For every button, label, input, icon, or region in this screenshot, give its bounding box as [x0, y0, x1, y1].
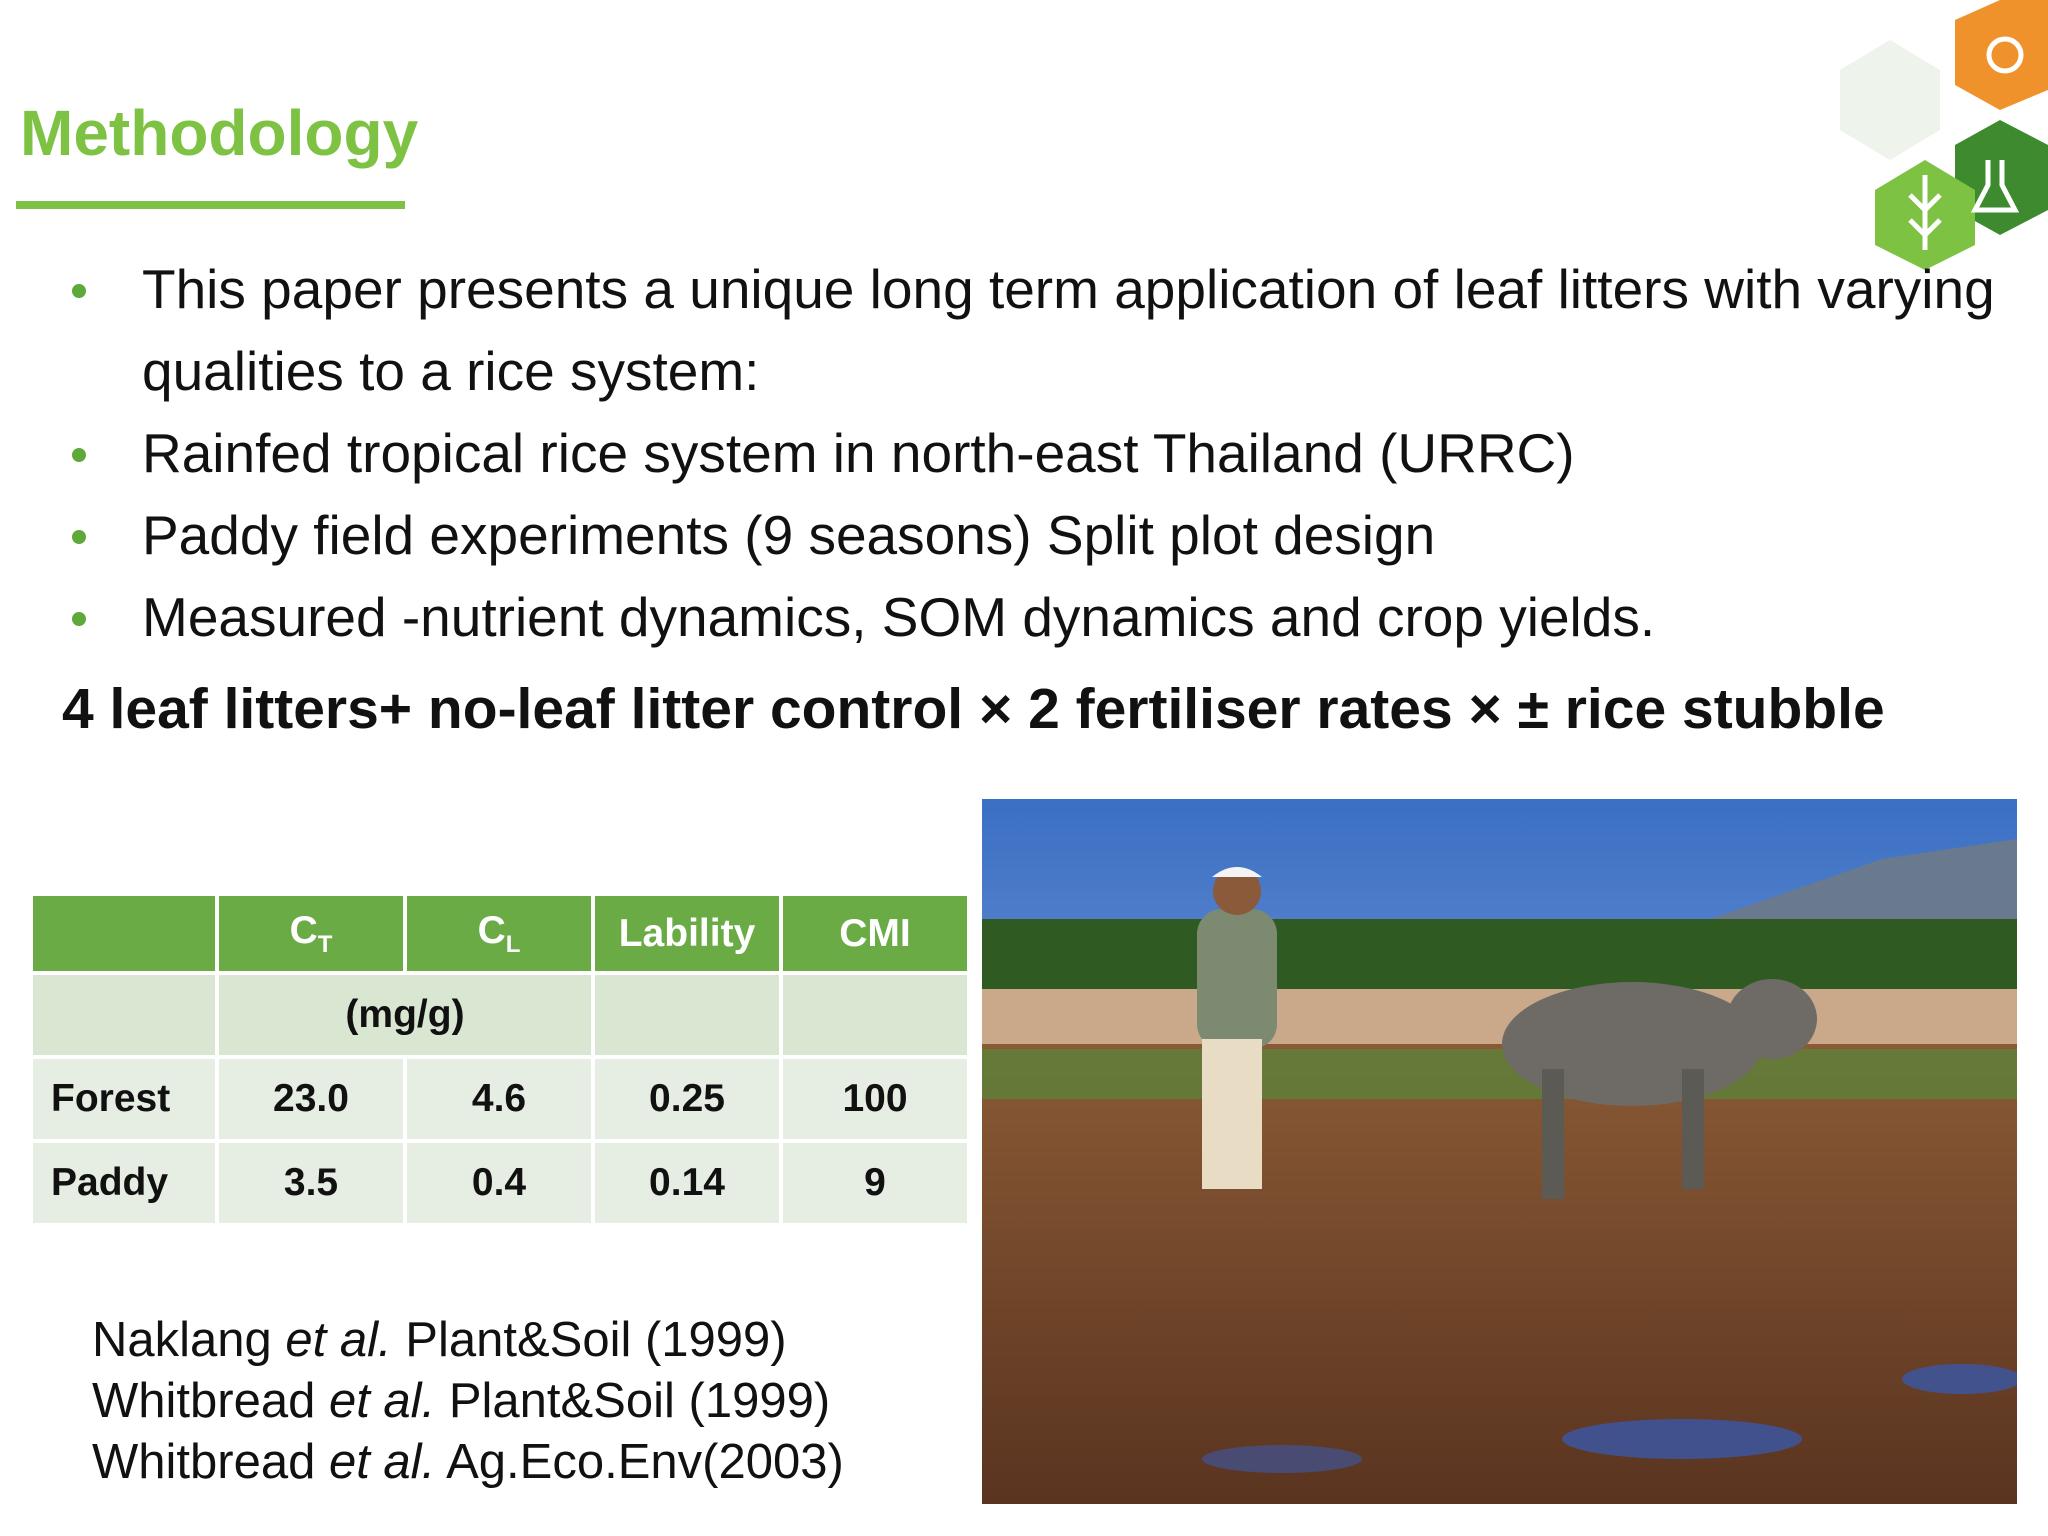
reference: Whitbread et al. Plant&Soil (1999) [92, 1371, 844, 1432]
unit-cell: (mg/g) [215, 971, 595, 1059]
ref-etal: et al. [328, 1374, 436, 1428]
photo [982, 799, 2017, 1504]
header-cell: CMI [779, 892, 971, 975]
bullet: Paddy field experiments (9 seasons) Spli… [62, 494, 2002, 576]
cell: 3.5 [215, 1139, 407, 1227]
ref-etal: et al. [328, 1435, 436, 1489]
reference: Naklang et al. Plant&Soil (1999) [92, 1310, 844, 1371]
reference: Whitbread et al. Ag.Eco.Env(2003) [92, 1432, 844, 1493]
cell: 0.4 [403, 1139, 595, 1227]
cell: 0.25 [591, 1055, 783, 1143]
bullet: Measured -nutrient dynamics, SOM dynamic… [62, 576, 2002, 658]
header-subscript: L [505, 930, 521, 958]
cell: 4.6 [403, 1055, 595, 1143]
bullet-list: This paper presents a unique long term a… [62, 248, 2002, 658]
header-cell: Lability [591, 892, 783, 975]
references: Naklang et al. Plant&Soil (1999) Whitbre… [92, 1310, 844, 1493]
cell: 0.14 [591, 1139, 783, 1227]
experiment-design: 4 leaf litters+ no-leaf litter control ×… [62, 677, 1885, 741]
header-text: C [289, 908, 318, 952]
header-cell: CT [215, 892, 407, 975]
data-table: CT CL Lability CMI (mg/g) Forest 23.0 4.… [29, 892, 971, 1227]
header-cell: CL [403, 892, 595, 975]
title-underline [16, 201, 405, 209]
ref-source: Plant&Soil (1999) [448, 1374, 831, 1428]
cell: 23.0 [215, 1055, 407, 1143]
bullet: Rainfed tropical rice system in north-ea… [62, 412, 2002, 494]
ref-author: Naklang [92, 1313, 272, 1367]
header-text: C [477, 908, 506, 952]
header-subscript: T [317, 930, 333, 958]
ref-source: Ag.Eco.Env(2003) [446, 1435, 844, 1489]
ref-source: Plant&Soil (1999) [405, 1313, 787, 1367]
row-label: Forest [29, 1055, 219, 1143]
cell: 100 [779, 1055, 971, 1143]
ref-author: Whitbread [92, 1374, 316, 1428]
slide-title: Methodology [20, 97, 419, 169]
row-label: Paddy [29, 1139, 219, 1227]
cell: 9 [779, 1139, 971, 1227]
logo [1840, 0, 2048, 270]
ref-etal: et al. [285, 1313, 392, 1367]
ref-author: Whitbread [92, 1435, 316, 1489]
bullet: This paper presents a unique long term a… [62, 248, 2002, 412]
